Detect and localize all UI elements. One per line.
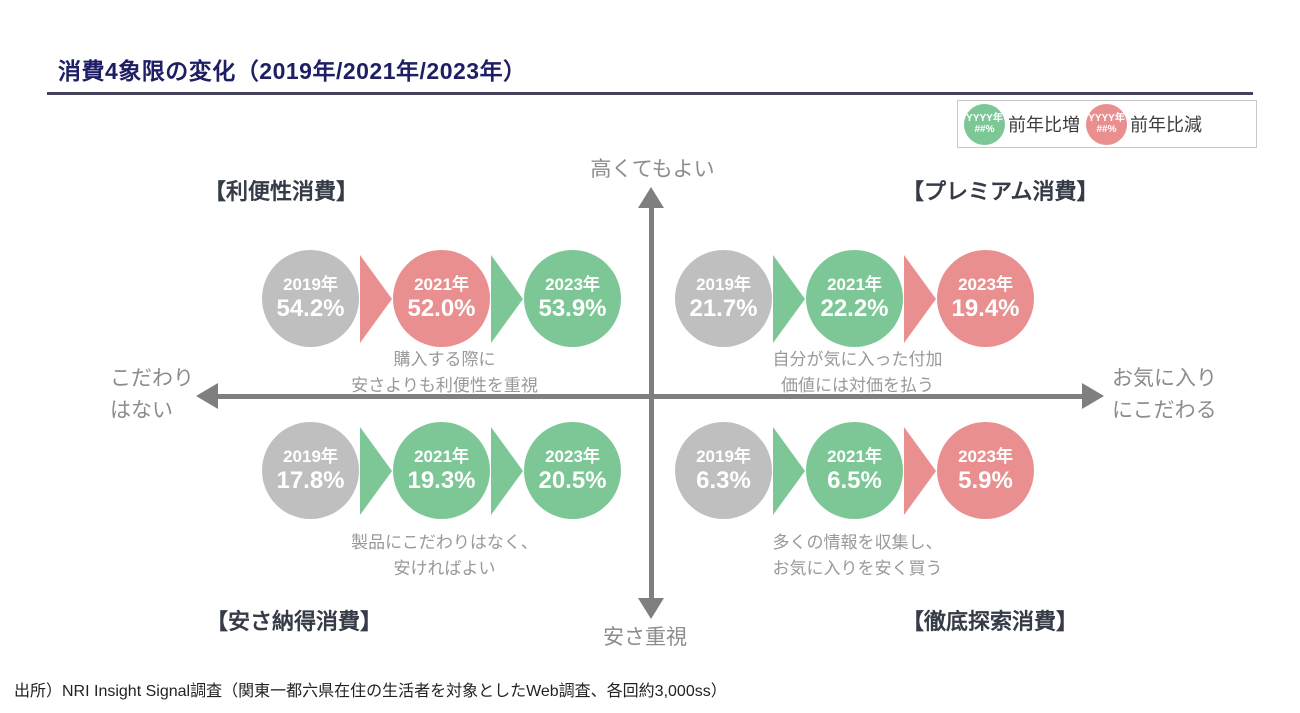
year-circle: 2019年 21.7%	[675, 250, 772, 347]
circle-value-label: 20.5%	[538, 467, 607, 494]
circle-year-label: 2021年	[827, 275, 882, 294]
quadrant-description: 購入する際に 安さよりも利便性を重視	[262, 347, 627, 399]
year-circle-group: 2019年 54.2% 2021年 52.0% 2023年 53.9%	[262, 250, 621, 347]
axis-label-right: お気に入り にこだわる	[1112, 363, 1217, 427]
trend-arrow-icon	[773, 254, 805, 343]
quadrant-description: 多くの情報を収集し、 お気に入りを安く買う	[675, 530, 1040, 582]
circle-year-label: 2019年	[283, 275, 338, 294]
quadrant-description-line2: 価値には対価を払う	[781, 376, 934, 395]
circle-year-label: 2023年	[958, 275, 1013, 294]
circle-year-label: 2021年	[827, 447, 882, 466]
circle-year-label: 2023年	[545, 275, 600, 294]
quadrant-description-line2: お気に入りを安く買う	[772, 559, 943, 578]
circle-year-label: 2023年	[958, 447, 1013, 466]
legend-decrease-circle-icon: YYYY年 ##%	[1086, 103, 1127, 145]
circle-value-label: 22.2%	[820, 295, 889, 322]
trend-arrow-icon	[360, 426, 392, 515]
circle-value-label: 5.9%	[958, 467, 1013, 494]
axis-label-right-line2: にこだわる	[1112, 399, 1217, 422]
axis-arrow-up-icon	[638, 187, 664, 208]
quadrant-label-convenience: 【利便性消費】	[204, 179, 359, 204]
circle-year-label: 2021年	[414, 447, 469, 466]
axis-label-left: こだわり はない	[110, 363, 194, 427]
circle-value-label: 53.9%	[538, 295, 607, 322]
axis-label-bottom: 安さ重視	[603, 626, 687, 649]
quadrant-description-line1: 購入する際に	[393, 350, 496, 369]
quadrant-description-line1: 自分が気に入った付加	[772, 350, 943, 369]
circle-value-label: 19.3%	[407, 467, 476, 494]
circle-value-label: 17.8%	[276, 467, 345, 494]
year-circle: 2019年 6.3%	[675, 422, 772, 519]
year-circle: 2023年 20.5%	[524, 422, 621, 519]
axis-label-left-line1: こだわり	[110, 367, 194, 390]
quadrant-label-cheapness: 【安さ納得消費】	[206, 609, 383, 634]
source-note: 出所）NRI Insight Signal調査（関東一都六県在住の生活者を対象と…	[14, 683, 727, 700]
year-circle: 2021年 22.2%	[806, 250, 903, 347]
year-circle: 2021年 6.5%	[806, 422, 903, 519]
legend-circle-value: ##%	[974, 124, 995, 135]
legend-increase-circle-icon: YYYY年 ##%	[964, 103, 1005, 145]
legend-increase-label: 前年比増	[1008, 115, 1080, 135]
axis-arrow-down-icon	[638, 598, 664, 619]
quadrant-description-line2: 安ければよい	[393, 559, 496, 578]
year-circle: 2019年 17.8%	[262, 422, 359, 519]
legend-circle-year: YYYY年	[966, 113, 1003, 124]
circle-year-label: 2021年	[414, 275, 469, 294]
circle-year-label: 2019年	[283, 447, 338, 466]
axis-label-top: 高くてもよい	[590, 158, 715, 181]
circle-value-label: 19.4%	[951, 295, 1020, 322]
circle-year-label: 2023年	[545, 447, 600, 466]
year-circle: 2023年 19.4%	[937, 250, 1034, 347]
quadrant-label-thorough-search: 【徹底探索消費】	[902, 609, 1079, 634]
trend-arrow-icon	[904, 254, 936, 343]
legend-circle-year: YYYY年	[1088, 113, 1125, 124]
page-title: 消費4象限の変化（2019年/2021年/2023年）	[58, 58, 527, 84]
year-circle-group: 2019年 6.3% 2021年 6.5% 2023年 5.9%	[675, 422, 1034, 519]
trend-arrow-icon	[360, 254, 392, 343]
legend-decrease-label: 前年比減	[1130, 115, 1202, 135]
year-circle: 2023年 5.9%	[937, 422, 1034, 519]
trend-arrow-icon	[491, 426, 523, 515]
legend-item-decrease: YYYY年 ##% 前年比減	[1086, 103, 1202, 145]
year-circle: 2021年 19.3%	[393, 422, 490, 519]
vertical-axis	[649, 205, 654, 600]
year-circle: 2021年 52.0%	[393, 250, 490, 347]
legend-circle-value: ##%	[1096, 124, 1117, 135]
quadrant-description-line1: 製品にこだわりはなく、	[351, 533, 538, 552]
circle-value-label: 54.2%	[276, 295, 345, 322]
title-underline	[47, 92, 1253, 95]
axis-label-right-line1: お気に入り	[1112, 367, 1217, 390]
circle-value-label: 6.3%	[696, 467, 751, 494]
year-circle: 2019年 54.2%	[262, 250, 359, 347]
quadrant-description-line1: 多くの情報を収集し、	[772, 533, 943, 552]
axis-arrow-left-icon	[196, 383, 218, 409]
legend: YYYY年 ##% 前年比増 YYYY年 ##% 前年比減	[957, 100, 1257, 148]
year-circle: 2023年 53.9%	[524, 250, 621, 347]
trend-arrow-icon	[773, 426, 805, 515]
circle-value-label: 6.5%	[827, 467, 882, 494]
quadrant-description: 自分が気に入った付加 価値には対価を払う	[675, 347, 1040, 399]
axis-arrow-right-icon	[1082, 383, 1104, 409]
circle-year-label: 2019年	[696, 275, 751, 294]
axis-label-left-line2: はない	[110, 399, 173, 422]
circle-year-label: 2019年	[696, 447, 751, 466]
quadrant-label-premium: 【プレミアム消費】	[902, 179, 1099, 204]
trend-arrow-icon	[491, 254, 523, 343]
circle-value-label: 21.7%	[689, 295, 758, 322]
circle-value-label: 52.0%	[407, 295, 476, 322]
quadrant-description-line2: 安さよりも利便性を重視	[351, 376, 538, 395]
year-circle-group: 2019年 21.7% 2021年 22.2% 2023年 19.4%	[675, 250, 1034, 347]
trend-arrow-icon	[904, 426, 936, 515]
quadrant-description: 製品にこだわりはなく、 安ければよい	[262, 530, 627, 582]
legend-item-increase: YYYY年 ##% 前年比増	[964, 103, 1080, 145]
year-circle-group: 2019年 17.8% 2021年 19.3% 2023年 20.5%	[262, 422, 621, 519]
